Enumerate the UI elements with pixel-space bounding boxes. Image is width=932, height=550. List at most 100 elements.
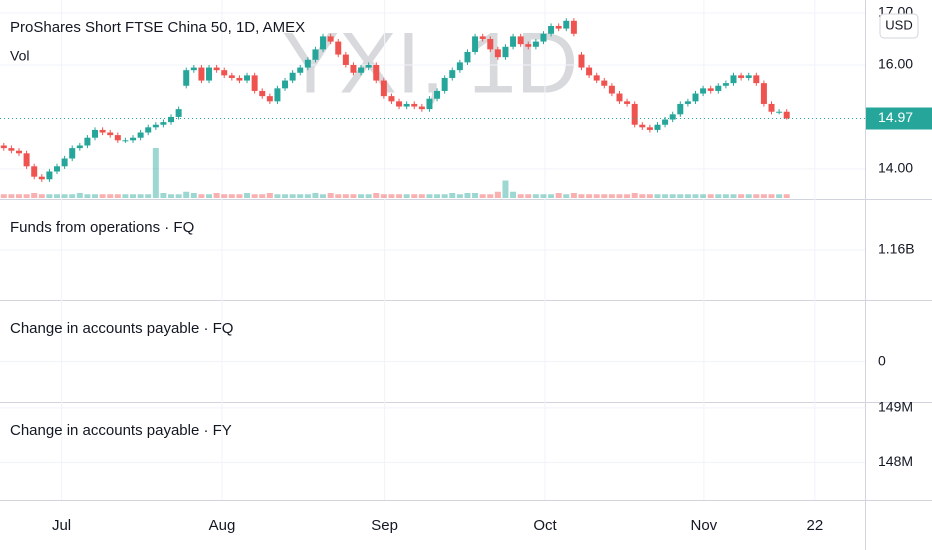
pane-title: Change in accounts payable · FQ [10,320,233,337]
volume-bar [190,193,197,198]
candle-body [464,51,471,63]
volume-bar [76,193,83,198]
volume-bar [760,194,767,198]
volume-bar [228,194,235,198]
volume-bar [251,194,258,198]
candle-body [434,90,441,99]
x-tick-label: Sep [371,517,398,534]
currency[interactable]: USD [885,17,912,32]
candle-body [23,153,30,167]
volume-bar [130,194,137,198]
volume-bar [396,194,403,198]
volume-bar [753,194,760,198]
volume-bar [289,194,296,198]
volume-bar [707,194,714,198]
volume-bar [624,194,631,198]
candle-body [342,54,349,65]
candle-body [206,67,213,81]
volume-bar [532,194,539,198]
candle-body [145,127,152,133]
candle-body [616,93,623,102]
y-tick-label: 14.00 [878,160,913,176]
volume-bar [700,194,707,198]
candle-body [669,114,676,120]
candle-body [327,36,334,42]
candle-body [532,41,539,47]
candle-body [54,166,61,172]
volume-bar [593,194,600,198]
candle-body [692,93,699,102]
volume-bar [715,194,722,198]
x-tick-label: Oct [533,517,557,534]
volume-bar [586,194,593,198]
volume-bar [244,193,251,198]
candle-body [190,67,197,71]
volume-bar [320,194,327,198]
volume-bar [259,194,266,198]
candle-body [776,111,783,113]
candle-body [221,70,228,76]
candle-body [631,103,638,125]
candle-body [8,148,15,151]
volume-bar [418,194,425,198]
candle-body [684,101,691,104]
currency-box[interactable] [879,13,919,39]
candle-body [707,88,714,91]
candle-body [0,145,7,149]
candle-body [46,171,53,180]
x-tick-label: 22 [806,517,823,534]
volume-bar [388,194,395,198]
candle-body [730,75,737,84]
volume-bar [23,194,30,198]
volume-bar [107,194,114,198]
candle-body [487,38,494,50]
volume-bar [327,193,334,198]
volume-label: Vol [10,48,29,64]
volume-bar [411,194,418,198]
candle-body [130,137,137,141]
candle-body [183,70,190,86]
volume-bar [221,194,228,198]
candle-body [274,88,281,102]
candle-body [168,116,175,123]
candle-body [700,88,707,94]
candle-body [282,80,289,89]
volume-bar [479,194,486,198]
candle-body [228,75,235,78]
pane-title: Funds from operations · FQ [10,219,194,236]
volume-bar [274,194,281,198]
chart-title: ProShares Short FTSE China 50, 1D, AMEX [10,19,305,36]
volume-bar [730,194,737,198]
candle-body [137,132,144,138]
volume-bar [38,194,45,198]
volume-bar [662,194,669,198]
volume-bar [342,194,349,198]
candle-body [244,75,251,81]
candle-body [586,67,593,76]
candle-body [510,36,517,47]
volume-bar [84,194,91,198]
last-price-box [866,107,932,130]
last-price-label: 14.97 [878,109,913,125]
volume-bar [365,194,372,198]
volume-bar [54,194,61,198]
candle-body [540,33,547,42]
volume-bar [616,194,623,198]
volume-bar [669,194,676,198]
candle-body [38,176,45,180]
volume-bar [517,194,524,198]
y-tick-label: 148M [878,453,913,469]
candle-body [320,36,327,50]
candle-body [266,96,273,102]
candle-body [335,41,342,55]
candle-body [517,36,524,45]
candle-body [297,67,304,73]
volume-bar [639,194,646,198]
candle-body [677,103,684,115]
volume-bar [0,194,7,198]
volume-bar [373,193,380,198]
volume-bar [646,194,653,198]
volume-bar [8,194,15,198]
candle-body [593,75,600,81]
